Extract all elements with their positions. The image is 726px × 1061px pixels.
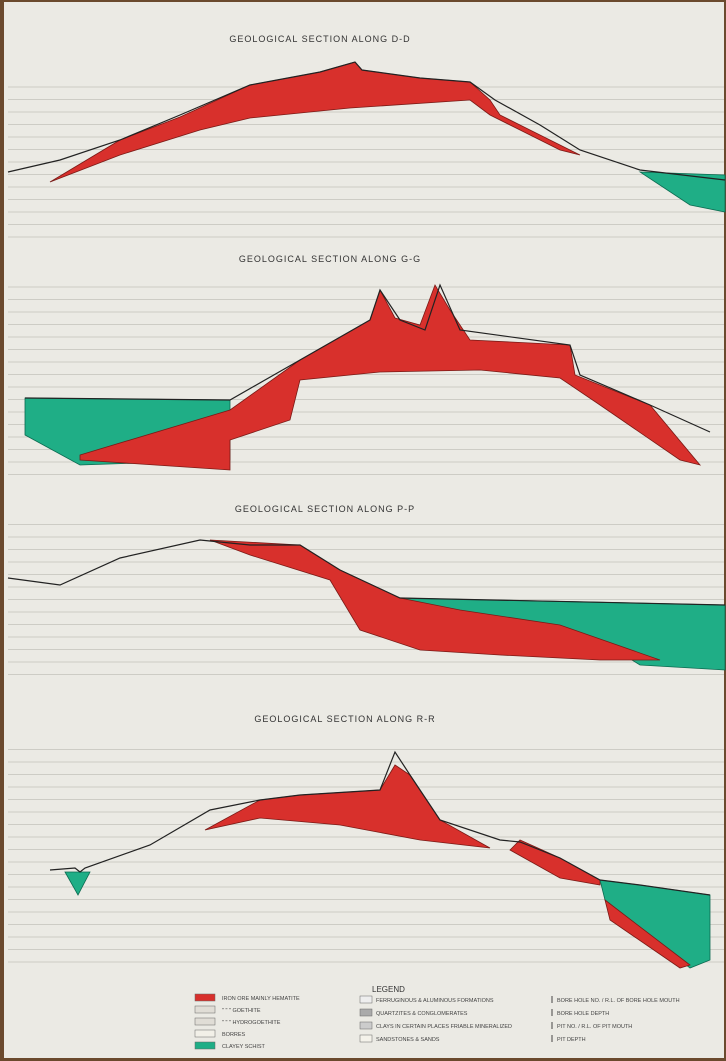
legend-label: CLAYS IN CERTAIN PLACES FRIABLE MINERALI… [376, 1024, 512, 1030]
legend-label: SANDSTONES & SANDS [376, 1037, 440, 1043]
legend-label: " " " GOETHITE [222, 1008, 261, 1014]
legend-label: BORE HOLE NO. / R.L. OF BORE HOLE MOUTH [557, 998, 680, 1004]
legend-label: CLAYEY SCHIST [222, 1044, 266, 1050]
legend-swatch [194, 1029, 216, 1038]
legend-swatch [359, 1008, 373, 1017]
legend-label: BORRES [222, 1032, 246, 1038]
legend-swatch [359, 995, 373, 1004]
legend-swatch [194, 1005, 216, 1014]
section-title: GEOLOGICAL SECTION ALONG R-R [254, 714, 435, 724]
legend-label: IRON ORE MAINLY HEMATITE [222, 996, 300, 1002]
section-title: GEOLOGICAL SECTION ALONG G-G [239, 254, 421, 264]
legend-swatch [194, 1041, 216, 1050]
legend-swatch [194, 1017, 216, 1026]
legend-swatch [359, 1021, 373, 1030]
section-title: GEOLOGICAL SECTION ALONG D-D [229, 34, 410, 44]
legend-title: LEGEND [372, 985, 405, 994]
legend-swatch [359, 1034, 373, 1043]
section-r [49, 750, 711, 969]
section-d [7, 61, 726, 213]
section-p [7, 539, 726, 671]
legend: IRON ORE MAINLY HEMATITE " " " GOETHITE " … [194, 993, 680, 1050]
legend-label: FERRUGINOUS & ALUMINOUS FORMATIONS [376, 998, 494, 1004]
legend-swatch [194, 993, 216, 1002]
legend-label: QUARTZITES & CONGLOMERATES [376, 1011, 468, 1017]
legend-label: PIT DEPTH [557, 1037, 586, 1043]
grid [8, 738, 724, 973]
section-title: GEOLOGICAL SECTION ALONG P-P [235, 504, 415, 514]
section-g [24, 283, 711, 471]
legend-label: PIT NO. / R.L. OF PIT MOUTH [557, 1024, 632, 1030]
legend-label: BORE HOLE DEPTH [557, 1011, 609, 1017]
legend-label: " " " HYDROGOETHITE [222, 1020, 281, 1026]
